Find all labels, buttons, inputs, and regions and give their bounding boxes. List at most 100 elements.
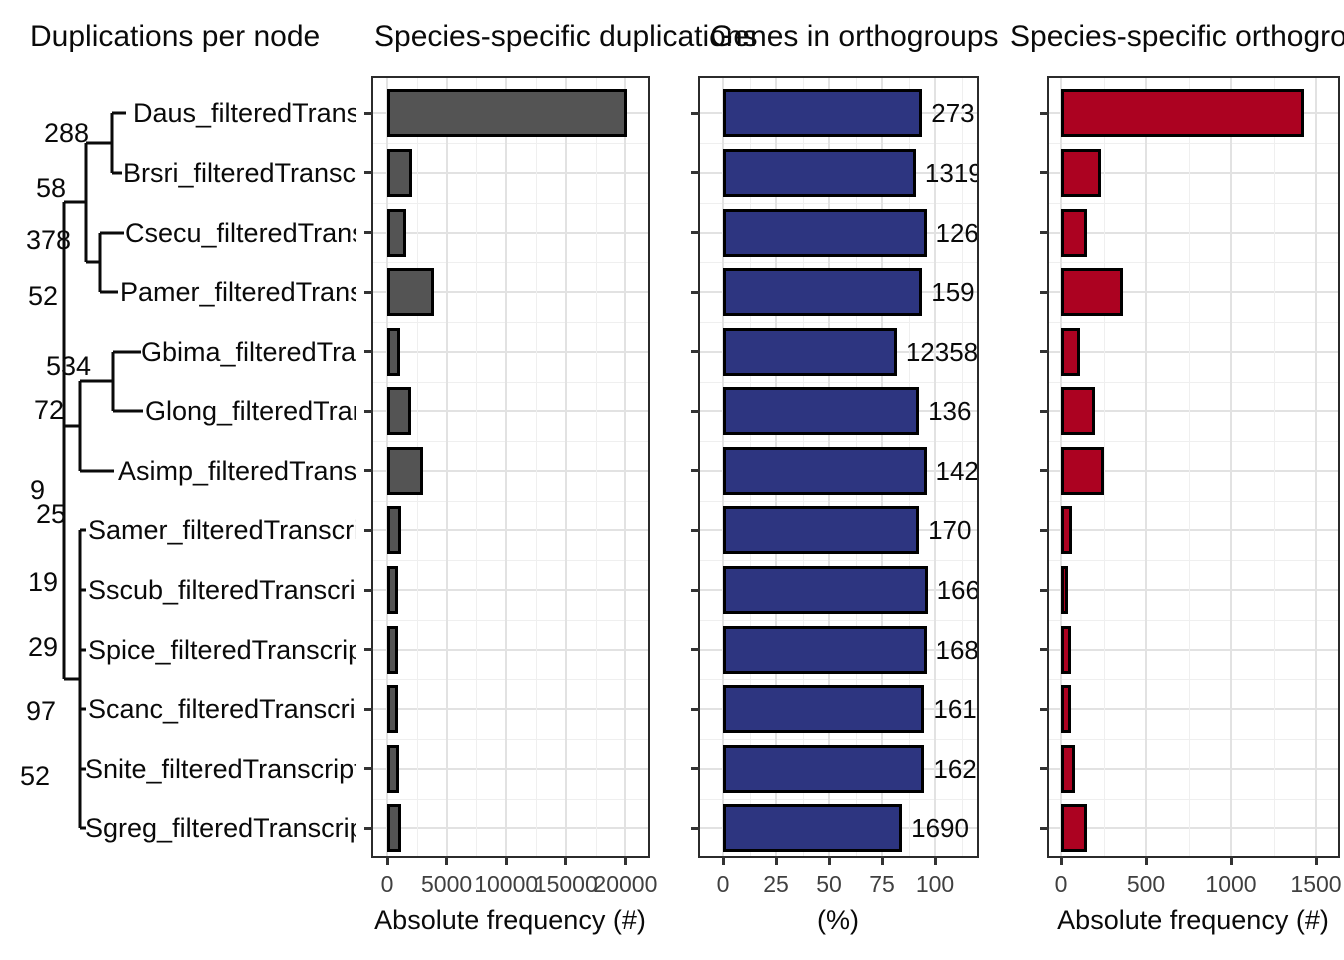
gridline-h-minor [1049,500,1338,502]
gridline-h-major [373,350,648,353]
species-label: Sgreg_filteredTranscripts [85,813,356,844]
bar [387,625,399,674]
bar [387,744,399,793]
gridline-v-minor [476,78,478,856]
gridline-h-minor [373,798,648,800]
bar [723,625,927,674]
bar [1061,89,1305,138]
gridline-v-major [1145,78,1147,856]
x-tick [1144,856,1148,865]
bar [1061,744,1075,793]
tree-node-label: 58 [36,173,67,203]
blue-chart-panel: 273 1319 126 159 12358 136 142 170 166 168 161 162 1… [698,76,979,858]
gridline-h-minor [1049,560,1338,562]
y-tick [691,648,700,652]
gridline-h-minor [1049,798,1338,800]
red-chart-title: Species-specific orthogroups [1010,20,1344,53]
y-tick [364,707,373,711]
tree-node-label: 29 [28,632,59,662]
species-label: Samer_filteredTranscripts [88,515,356,546]
x-tick [933,856,937,865]
gridline-h-minor [1049,441,1338,443]
x-tick [880,856,884,865]
x-tick [385,856,389,865]
gridline-h-minor [1049,679,1338,681]
x-tick [1059,856,1063,865]
bar [723,327,897,376]
bar [1061,327,1080,376]
gridline-h-major [373,291,648,294]
gridline-h-major [1049,171,1338,174]
gridline-h-major [373,171,648,174]
species-label: Pamer_filteredTranscripts [120,277,356,308]
x-tick [445,856,449,865]
gridline-h-major [373,648,648,651]
bar [723,744,925,793]
gridline-v-minor [536,78,537,856]
bar [387,208,407,257]
phylo-tree-lines [62,111,143,830]
y-tick [1040,588,1049,592]
bar [1061,685,1072,734]
y-tick [364,111,373,115]
gridline-h-minor [373,202,648,204]
gridline-h-minor [373,441,648,443]
bar [1061,446,1105,495]
x-tick-label: 1500 [1290,871,1342,897]
y-tick [364,528,373,532]
gridline-h-major [373,589,648,592]
bar [387,446,423,495]
tree-node-label: 378 [26,225,72,255]
bar-value-label: 126 [935,217,979,248]
y-tick [364,171,373,175]
bar [1061,625,1072,674]
gridline-h-major [1049,410,1338,413]
x-tick-label: 50 [816,871,842,897]
gridline-h-minor [373,321,648,323]
y-tick [691,409,700,413]
gridline-h-minor [373,262,648,264]
gridline-v-major [1230,78,1232,856]
gridline-h-minor [373,560,648,562]
x-tick-label: 500 [1126,871,1166,897]
species-label: Csecu_filteredTranscripts [125,217,356,248]
y-tick [691,171,700,175]
bar [1061,506,1072,555]
bar [723,506,920,555]
y-tick [1040,469,1049,473]
species-label: Brsri_filteredTranscripts [123,157,356,188]
gridline-h-minor [700,321,977,323]
y-tick [691,111,700,115]
x-tick-label: 100 [915,871,955,897]
x-tick-label: 1000 [1205,871,1257,897]
bar-value-label: 168 [935,634,979,665]
bar [387,506,401,555]
gridline-v-minor [961,78,963,856]
x-tick [774,856,778,865]
bar-value-label: 161 [933,694,977,725]
x-tick [1314,856,1318,865]
bar [1061,268,1124,317]
gridline-h-minor [373,738,648,740]
gridline-h-major [1049,469,1338,472]
gridline-h-minor [1049,262,1338,264]
tree-node-label: 288 [44,118,90,148]
bar [387,804,401,853]
x-tick-label: 10000 [474,871,539,897]
tree-node-label: 534 [46,351,92,381]
y-tick [364,469,373,473]
gridline-h-major [1049,827,1338,830]
gridline-v-minor [1188,78,1190,856]
gridline-h-major [373,529,648,532]
gridline-h-major [373,827,648,830]
gridline-h-minor [1049,738,1338,740]
bar [1061,804,1088,853]
bar [723,685,925,734]
gridline-h-minor [373,381,648,383]
bar-value-label: 136 [928,396,972,427]
y-tick [691,767,700,771]
y-tick [1040,350,1049,354]
y-tick [1040,111,1049,115]
y-tick [1040,826,1049,830]
